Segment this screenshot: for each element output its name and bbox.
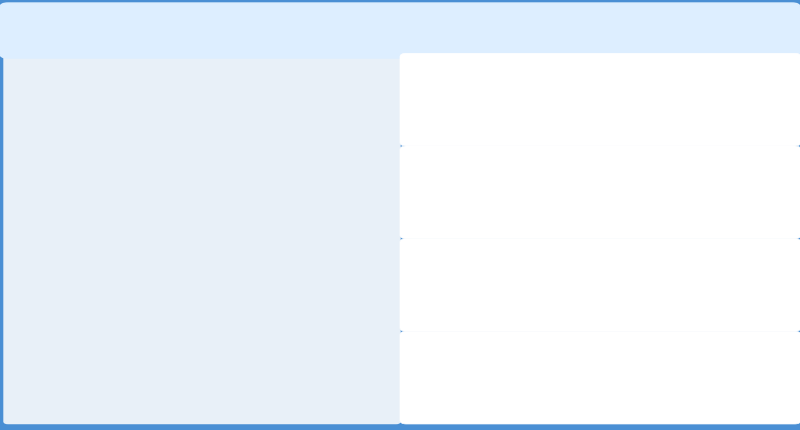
Text: -1: -1 [192, 246, 200, 254]
Text: 2: 2 [204, 180, 210, 189]
Text: A: A [342, 201, 351, 214]
Text: 3: 3 [204, 156, 210, 165]
Text: -4: -4 [201, 323, 210, 332]
Text: down, $\overline{AB}$ maps to $\overline{DE}$, $\overline{BC}$ maps to $\overlin: down, $\overline{AB}$ maps to $\overline… [423, 277, 685, 296]
Text: F: F [140, 281, 148, 294]
Text: -3: -3 [201, 299, 210, 308]
Text: When $\triangle ABC$ is translated 2 units left and 1 unit: When $\triangle ABC$ is translated 2 uni… [423, 63, 720, 79]
Text: D: D [179, 198, 190, 211]
Text: 6: 6 [204, 84, 210, 93]
Text: $\overline{DE}$, $\overline{BC}$ maps to $\overline{EF}$, and $\angle B$ maps to: $\overline{DE}$, $\overline{BC}$ maps to… [423, 215, 673, 234]
Text: -1: -1 [201, 252, 210, 261]
Text: $\angle B$ maps to $\angle E$.: $\angle B$ maps to $\angle E$. [423, 307, 523, 323]
Text: $\overline{DE}$, $\overline{BC}$ maps to $\overline{EF}$, and $\angle F$ maps to: $\overline{DE}$, $\overline{BC}$ maps to… [423, 400, 672, 419]
Text: -5: -5 [201, 347, 210, 356]
Text: $\angle F$ maps to $\angle C$.: $\angle F$ maps to $\angle C$. [423, 122, 523, 138]
Text: y: y [226, 67, 235, 80]
Text: When $\triangle ABC$ is translated 6 units left, $\overline{AB}$ maps to: When $\triangle ABC$ is translated 6 uni… [423, 353, 731, 372]
Text: -4: -4 [120, 246, 129, 254]
Text: B: B [235, 173, 245, 186]
Text: 5: 5 [204, 108, 210, 117]
Text: -3: -3 [144, 246, 153, 254]
Text: -2: -2 [201, 276, 210, 285]
Text: 2: 2 [265, 246, 270, 254]
Text: 4: 4 [313, 246, 318, 254]
Text: E: E [90, 173, 98, 186]
Text: down, $\overline{AB}$ maps to $\overline{DE}$, $\overline{BC}$ maps to $\overlin: down, $\overline{AB}$ maps to $\overline… [423, 92, 685, 111]
Text: 5: 5 [337, 246, 342, 254]
Text: 4: 4 [204, 132, 210, 141]
Text: -2: -2 [168, 246, 176, 254]
Text: When $\triangle ABC$ is translated 2 units left and 1 unit: When $\triangle ABC$ is translated 2 uni… [423, 249, 720, 264]
Text: 1: 1 [242, 246, 246, 254]
Text: -5: -5 [97, 246, 105, 254]
Text: 6: 6 [361, 246, 366, 254]
Text: C: C [292, 281, 302, 294]
Text: x: x [376, 213, 384, 226]
Text: When $\triangle ABC$ is translated 6 units left, $\overline{AB}$ maps to: When $\triangle ABC$ is translated 6 uni… [423, 168, 731, 187]
Text: -6: -6 [73, 246, 81, 254]
Text: 1: 1 [204, 204, 210, 213]
Text: -6: -6 [201, 371, 210, 380]
Text: 3: 3 [289, 246, 294, 254]
Text: Which statement describes why $\triangle ABC$ and $\triangle DEF$ are congruent : Which statement describes why $\triangle… [20, 21, 584, 40]
